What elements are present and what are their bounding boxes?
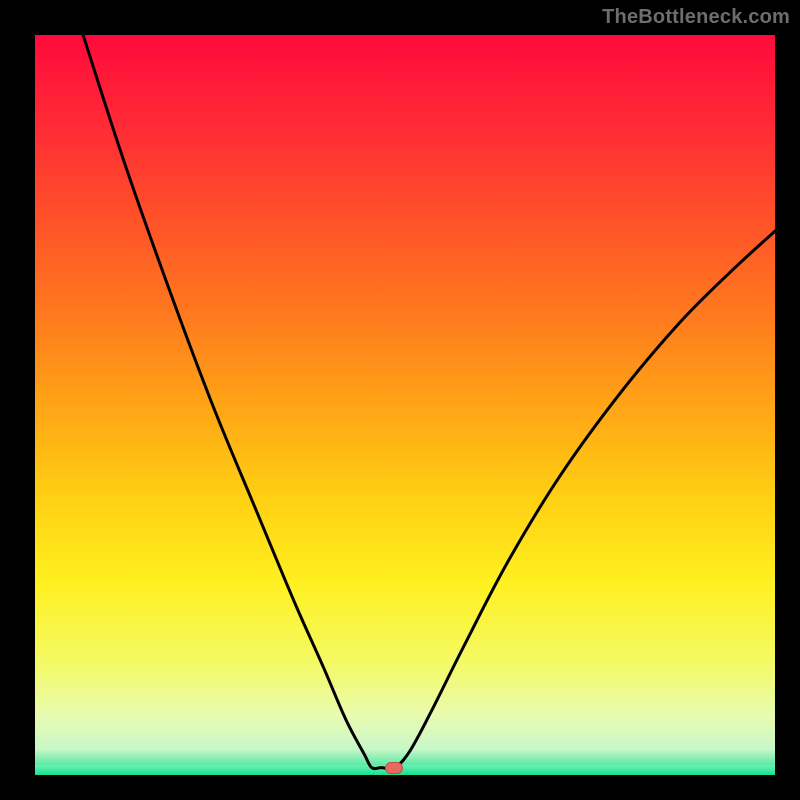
curve-layer [35,35,775,775]
watermark-text: TheBottleneck.com [602,6,790,29]
minimum-marker [385,762,403,774]
plot-frame [35,35,775,775]
bottleneck-curve [83,35,775,769]
plot-area [35,35,775,775]
